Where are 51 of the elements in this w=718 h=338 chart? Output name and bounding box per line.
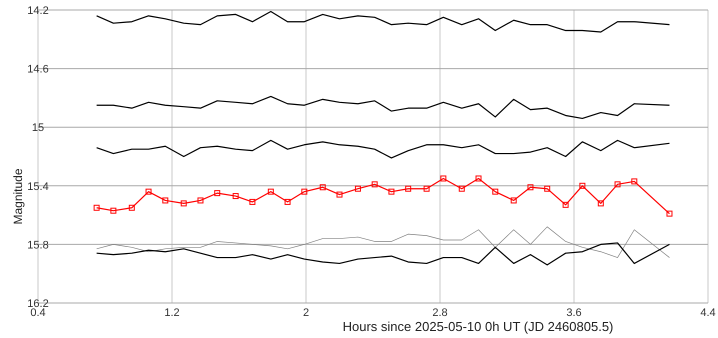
point xyxy=(301,188,308,195)
line-series xyxy=(96,140,670,159)
point xyxy=(336,192,342,198)
point xyxy=(424,186,430,192)
point xyxy=(268,188,274,195)
y-tick-label: 15 xyxy=(32,122,44,134)
point xyxy=(631,178,638,184)
point xyxy=(440,175,446,182)
point xyxy=(579,182,586,189)
point xyxy=(458,186,465,192)
y-tick-label: 14.2 xyxy=(27,5,49,17)
point xyxy=(214,190,220,196)
point xyxy=(476,175,482,182)
point xyxy=(598,200,604,206)
point xyxy=(284,198,291,205)
point xyxy=(372,181,378,188)
x-tick-label: 0.4 xyxy=(30,307,46,319)
y-tick-label: 14.6 xyxy=(27,64,49,76)
point xyxy=(354,186,361,192)
point xyxy=(527,184,534,190)
point xyxy=(146,188,152,195)
y-tick-label: 15.8 xyxy=(27,239,49,252)
point xyxy=(666,210,672,217)
line-series xyxy=(96,96,670,120)
point xyxy=(197,197,204,204)
y-axis-title: Magnitude xyxy=(11,168,25,225)
point xyxy=(94,204,100,211)
point xyxy=(162,197,168,204)
line-series xyxy=(96,226,670,258)
point xyxy=(562,202,569,208)
point xyxy=(180,200,187,206)
y-tick-label: 15.4 xyxy=(27,180,49,193)
point xyxy=(128,204,135,211)
point xyxy=(249,198,256,205)
x-tick-label: 2.8 xyxy=(432,307,448,319)
x-axis-title: Hours since 2025-05-10 0h UT (JD 2460805.5) xyxy=(342,319,614,334)
point xyxy=(544,186,550,192)
point xyxy=(492,188,498,195)
point xyxy=(405,186,412,192)
x-tick-label: 4.4 xyxy=(700,307,716,319)
line-series xyxy=(96,10,670,33)
x-tick-label: 1.2 xyxy=(164,307,180,319)
x-tick-label: 2 xyxy=(302,307,310,319)
point xyxy=(110,208,116,214)
point xyxy=(510,197,517,204)
point xyxy=(320,184,326,190)
x-tick-label: 3.6 xyxy=(566,307,582,319)
point xyxy=(614,181,621,188)
point xyxy=(232,193,239,200)
point xyxy=(388,188,394,195)
line-series xyxy=(96,242,670,266)
